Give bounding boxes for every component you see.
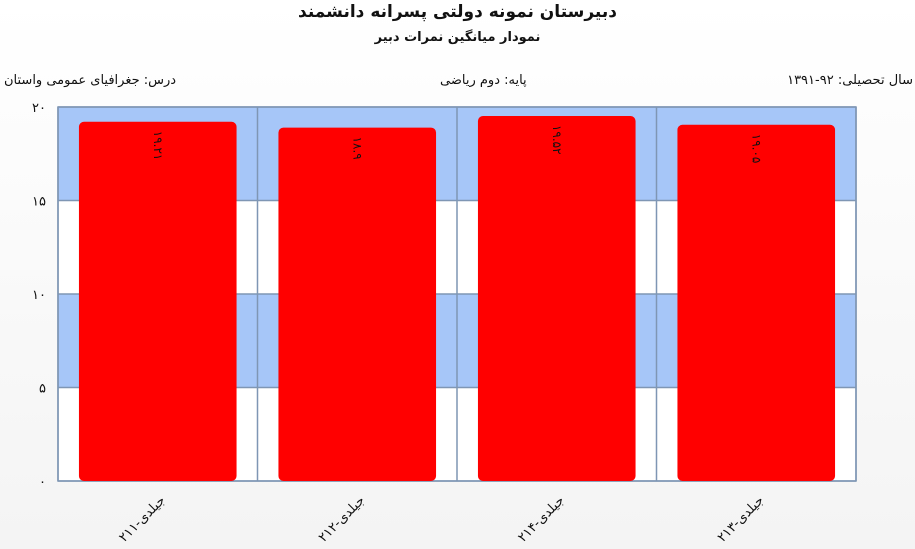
chart-title: دبیرستان نمونه دولتی پسرانه دانشمند (298, 2, 617, 22)
bar-value-label: ۱۹.۲۱ (151, 131, 165, 161)
x-category-label: جیلدی-۲۱۱ (116, 493, 168, 545)
bar-value-label: ۱۸.۹ (350, 137, 364, 160)
bar (677, 124, 836, 481)
course-label: درس: جغرافیای عمومی واستان (4, 73, 177, 88)
y-tick-label: ۵ (39, 382, 46, 397)
grade-label: پایه: دوم ریاضی (440, 73, 527, 88)
y-tick-label: ۲۰ (32, 101, 46, 116)
academic-year-label: سال تحصیلی: ۹۲-۱۳۹۱ (787, 73, 913, 88)
x-category-label: جیلدی-۲۱۲ (316, 493, 368, 545)
bar (78, 121, 237, 481)
bar-value-label: ۱۹.۵۲ (550, 125, 564, 155)
y-tick-label: ۱۰ (32, 288, 46, 303)
bar (278, 127, 437, 481)
y-tick-label: ۱۵ (32, 195, 46, 210)
bar (477, 115, 636, 481)
plot-border (57, 106, 857, 482)
bar-value-label: ۱۹.۰۵ (749, 134, 763, 164)
x-category-label: جیلدی-۲۱۳ (715, 493, 767, 545)
y-tick-label: ۰ (39, 475, 46, 490)
chart-subtitle: نمودار میانگین نمرات دبیر (374, 30, 541, 45)
x-category-label: جیلدی-۲۱۴ (515, 493, 567, 545)
